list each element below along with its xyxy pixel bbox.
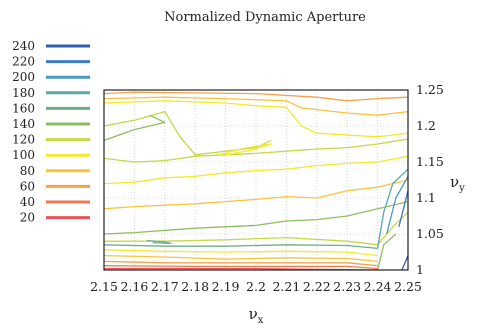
x-axis-label-main: ν <box>249 305 258 323</box>
legend-label: 140 <box>12 117 35 131</box>
x-tick-label: 2.24 <box>364 279 392 294</box>
y-axis-label: νy <box>450 173 465 194</box>
legend-label: 100 <box>12 148 35 162</box>
contour-line-60 <box>103 91 409 102</box>
x-tick-label: 2.21 <box>272 279 300 294</box>
contour-line-100 <box>103 100 409 138</box>
x-tick-label: 2.15 <box>90 279 118 294</box>
y-tick-label: 1.05 <box>416 226 444 241</box>
x-tick-labels: 2.15 2.16 2.17 2.18 2.19 2.2 2.21 2.22 2.23 2.24 2… <box>90 279 422 294</box>
contour-line-100 <box>219 143 272 156</box>
legend-label: 240 <box>12 39 35 53</box>
x-tick-label: 2.2 <box>246 279 266 294</box>
x-tick-label: 2.23 <box>333 279 361 294</box>
legend-label: 40 <box>20 195 35 209</box>
y-tick-labels: 1 1.05 1.1 1.15 1.2 1.25 <box>416 82 444 277</box>
contour-line-180 <box>376 168 409 249</box>
contour-line-40 <box>103 265 378 270</box>
contour-line-240 <box>401 255 409 271</box>
y-tick-label: 1.25 <box>416 82 444 97</box>
x-axis-label: νx <box>249 305 264 326</box>
legend-label: 200 <box>12 70 35 84</box>
x-tick-label: 2.17 <box>151 279 179 294</box>
contour-lines <box>103 91 409 271</box>
contour-line-220 <box>398 190 409 227</box>
contour-line-80 <box>103 96 409 116</box>
x-tick-label: 2.19 <box>212 279 240 294</box>
contour-line-140 <box>103 200 409 235</box>
contour-line-160 <box>146 239 172 245</box>
legend-label: 20 <box>20 211 35 225</box>
contour-line-60 <box>103 260 378 267</box>
y-tick-label: 1 <box>416 262 424 277</box>
y-axis-label-sub: y <box>458 183 465 194</box>
contour-line-80 <box>103 254 378 263</box>
legend-label: 220 <box>12 55 35 69</box>
y-axis-label-main: ν <box>450 173 459 191</box>
x-tick-label: 2.25 <box>394 279 422 294</box>
y-tick-label: 1.1 <box>416 190 436 205</box>
legend-label: 160 <box>12 101 35 115</box>
contour-line-120 <box>103 110 272 156</box>
x-tick-label: 2.22 <box>303 279 331 294</box>
contour-line-120 <box>104 211 409 246</box>
plot-frame <box>103 89 409 271</box>
legend-label: 180 <box>12 86 35 100</box>
contour-line-80 <box>103 179 409 210</box>
legend-label: 120 <box>12 133 35 147</box>
contour-line-160 <box>103 244 378 250</box>
contour-line-120 <box>103 138 409 163</box>
x-tick-label: 2.18 <box>181 279 209 294</box>
y-tick-label: 1.2 <box>416 118 436 133</box>
contour-line-100 <box>103 249 378 257</box>
chart-title: Normalized Dynamic Aperture <box>164 10 366 25</box>
contour-line-100 <box>103 155 409 185</box>
contour-line-200 <box>386 176 409 235</box>
contour-line-140 <box>376 233 397 271</box>
legend-label: 60 <box>20 179 35 193</box>
legend-label: 80 <box>20 164 35 178</box>
x-tick-label: 2.16 <box>120 279 148 294</box>
contour-line-140 <box>103 114 166 142</box>
x-axis-label-sub: x <box>258 315 264 326</box>
y-tick-label: 1.15 <box>416 154 444 169</box>
